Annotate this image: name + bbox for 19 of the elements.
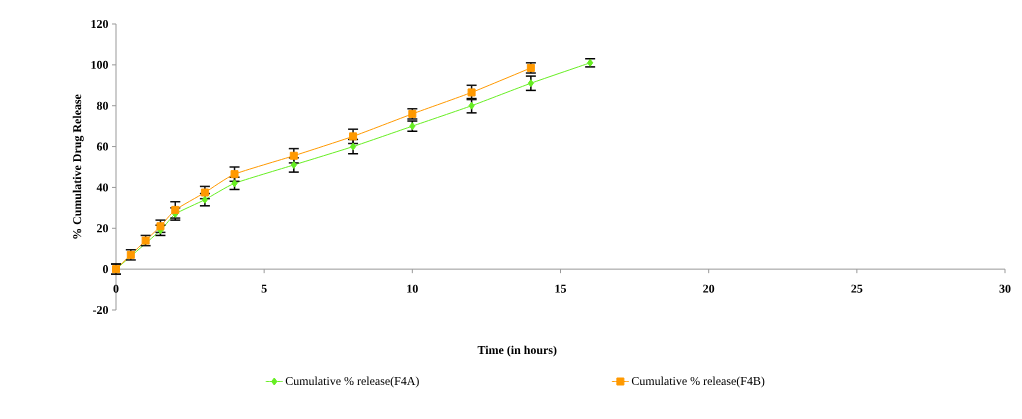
x-tick-label: 15	[555, 284, 567, 293]
legend-label: Cumulative % release(F4B)	[631, 376, 765, 388]
y-tick-label: 100	[91, 60, 109, 69]
x-tick-label: 5	[261, 284, 267, 293]
y-tick-label: 120	[91, 19, 109, 29]
x-tick-label: 20	[703, 284, 715, 293]
x-tick-label: 10	[407, 284, 418, 293]
y-tick-label: 40	[96, 183, 109, 192]
y-tick-label: 0	[102, 265, 109, 274]
x-axis-title: Time (in hours)	[477, 345, 557, 357]
y-axis-title: % Cumulative Drug Release	[72, 94, 84, 239]
y-tick-label: -20	[92, 305, 109, 315]
x-tick-label: 0	[113, 284, 119, 293]
y-tick-label: 60	[96, 142, 109, 151]
y-tick-label: 80	[96, 101, 109, 110]
x-tick-label: 25	[851, 284, 863, 293]
y-tick-label: 20	[97, 224, 109, 233]
x-tick-label: 30	[999, 284, 1011, 293]
legend-label: Cumulative % release(F4A)	[285, 376, 419, 388]
